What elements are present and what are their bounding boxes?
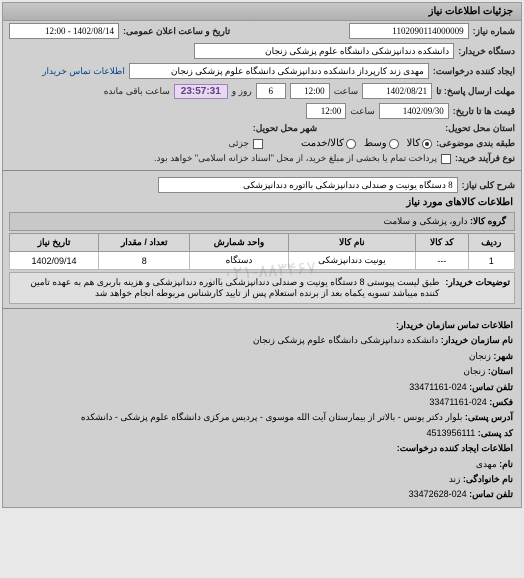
province-label: استان محل تحویل: [445, 123, 515, 134]
org-value: دانشکده دندانپزشکی دانشگاه علوم پزشکی زن… [253, 335, 438, 345]
partial-checkbox[interactable] [253, 139, 263, 149]
days-label: روز و [232, 86, 252, 97]
deadline-time-field[interactable] [290, 83, 330, 99]
row-buyer: دستگاه خریدار: [3, 41, 521, 61]
radio-kala[interactable]: کالا [407, 138, 433, 149]
req-phone: 024-33472628 [409, 489, 467, 499]
group-label: گروه کالا: [470, 216, 506, 226]
desc-label: شرح کلی نیاز: [462, 180, 515, 191]
contact-phone: 024-33471161 [409, 382, 466, 392]
city-label: شهر محل تحویل: [253, 123, 317, 134]
radio-vasat[interactable]: وسط [364, 138, 399, 149]
creator-label: ایجاد کننده درخواست: [433, 66, 515, 77]
cell-name: یونیت دندانپزشکی [288, 252, 416, 270]
req-lname-label: نام خانوادگی: [463, 474, 513, 484]
note-label: توضیحات خریدار: [445, 277, 510, 299]
public-dt-field[interactable] [9, 23, 119, 39]
buyer-label: دستگاه خریدار: [458, 46, 515, 57]
req-no-label: شماره نیاز: [473, 26, 515, 37]
remain-label: ساعت باقی مانده [104, 86, 170, 97]
contact-zip-label: کد پستی: [478, 428, 513, 438]
days-field[interactable] [256, 83, 286, 99]
row-creator: ایجاد کننده درخواست: اطلاعات تماس خریدار [3, 61, 521, 81]
req-phone-label: تلفن تماس: [469, 489, 513, 499]
divider-1 [3, 170, 521, 171]
req-name-label: نام: [499, 459, 513, 469]
details-panel: جزئیات اطلاعات نیاز شماره نیاز: تاریخ و … [2, 2, 522, 508]
req-contact-title: اطلاعات ایجاد کننده درخواست: [11, 441, 513, 455]
contact-addr-label: آدرس پستی: [465, 412, 513, 422]
goods-section-title: اطلاعات کالاهای مورد نیاز [3, 195, 521, 210]
req-lname: زند [449, 474, 461, 484]
contact-fax: 024-33471161 [429, 397, 486, 407]
pkg-label: طبقه بندی موضوعی: [436, 138, 515, 149]
creator-field[interactable] [129, 63, 429, 79]
process-text: پرداخت تمام یا بخشی از مبلغ خرید، از محل… [154, 153, 437, 164]
cell-date: 1402/09/14 [10, 252, 99, 270]
row-process: نوع فرآیند خرید: پرداخت تمام یا بخشی از … [3, 151, 521, 166]
price-valid-date-field[interactable] [379, 103, 449, 119]
contact-fax-label: فکس: [489, 397, 513, 407]
th-row: ردیف [468, 234, 514, 252]
contact-addr: بلوار دکتر یونس - بالاتر از بیمارستان آی… [81, 412, 463, 422]
row-description: شرح کلی نیاز: [3, 175, 521, 195]
table-header-row: ردیف کد کالا نام کالا واحد شمارش تعداد /… [10, 234, 515, 252]
cell-unit: دستگاه [190, 252, 288, 270]
table-row[interactable]: 1 --- یونیت دندانپزشکی دستگاه 8 1402/09/… [10, 252, 515, 270]
deadline-date-field[interactable] [362, 83, 432, 99]
th-date: تاریخ نیاز [10, 234, 99, 252]
req-name: مهدی [476, 459, 497, 469]
price-valid-label: قیمت ها تا تاریخ: [453, 106, 515, 117]
divider-2 [3, 308, 521, 309]
goods-group-box: گروه کالا: دارو، پزشکی و سلامت [9, 212, 515, 231]
contact-zip: 4513956111 [427, 428, 476, 438]
deadline-label: مهلت ارسال پاسخ: تا [436, 86, 515, 97]
partial-label: جزئی [228, 138, 249, 149]
pkg-radio-group: کالا وسط کالا/خدمت [301, 138, 432, 149]
cell-qty: 8 [98, 252, 189, 270]
th-unit: واحد شمارش [190, 234, 288, 252]
public-dt-label: تاریخ و ساعت اعلان عمومی: [123, 26, 230, 37]
time-label-2: ساعت [350, 106, 375, 117]
org-label: نام سازمان خریدار: [441, 335, 513, 345]
buyer-contact-link[interactable]: اطلاعات تماس خریدار [42, 66, 125, 77]
radio-kala-khedmat[interactable]: کالا/خدمت [301, 138, 356, 149]
contact-title: اطلاعات تماس سازمان خریدار: [11, 318, 513, 332]
cell-code: --- [416, 252, 468, 270]
row-request-number: شماره نیاز: تاریخ و ساعت اعلان عمومی: [3, 21, 521, 41]
contact-province-label: استان: [488, 366, 513, 376]
group-value: دارو، پزشکی و سلامت [383, 216, 467, 226]
contact-city: زنجان [469, 351, 491, 361]
countdown-timer: 23:57:31 [174, 84, 228, 99]
panel-title: جزئیات اطلاعات نیاز [3, 3, 521, 21]
time-label-1: ساعت [334, 86, 359, 97]
goods-watermark-wrap: ردیف کد کالا نام کالا واحد شمارش تعداد /… [3, 233, 521, 304]
cell-row: 1 [468, 252, 514, 270]
th-code: کد کالا [416, 234, 468, 252]
desc-field[interactable] [158, 177, 458, 193]
row-deadline: مهلت ارسال پاسخ: تا ساعت روز و 23:57:31 … [3, 81, 521, 101]
process-checkbox[interactable] [441, 154, 451, 164]
buyer-note-box: توضیحات خریدار: طبق لیست پیوستی 8 دستگاه… [9, 272, 515, 304]
row-classification: طبقه بندی موضوعی: کالا وسط کالا/خدمت جزئ… [3, 136, 521, 151]
goods-table: ردیف کد کالا نام کالا واحد شمارش تعداد /… [9, 233, 515, 270]
contact-section: اطلاعات تماس سازمان خریدار: نام سازمان خ… [3, 313, 521, 507]
note-text: طبق لیست پیوستی 8 دستگاه یونیت و صندلی د… [14, 277, 439, 299]
process-label: نوع فرآیند خرید: [455, 153, 515, 164]
th-qty: تعداد / مقدار [98, 234, 189, 252]
contact-city-label: شهر: [493, 351, 513, 361]
row-location: استان محل تحویل: شهر محل تحویل: [3, 121, 521, 136]
th-name: نام کالا [288, 234, 416, 252]
req-no-field[interactable] [349, 23, 469, 39]
contact-phone-label: تلفن تماس: [469, 382, 513, 392]
price-valid-time-field[interactable] [306, 103, 346, 119]
row-price-valid: قیمت ها تا تاریخ: ساعت [3, 101, 521, 121]
buyer-field[interactable] [194, 43, 454, 59]
contact-province: زنجان [463, 366, 485, 376]
